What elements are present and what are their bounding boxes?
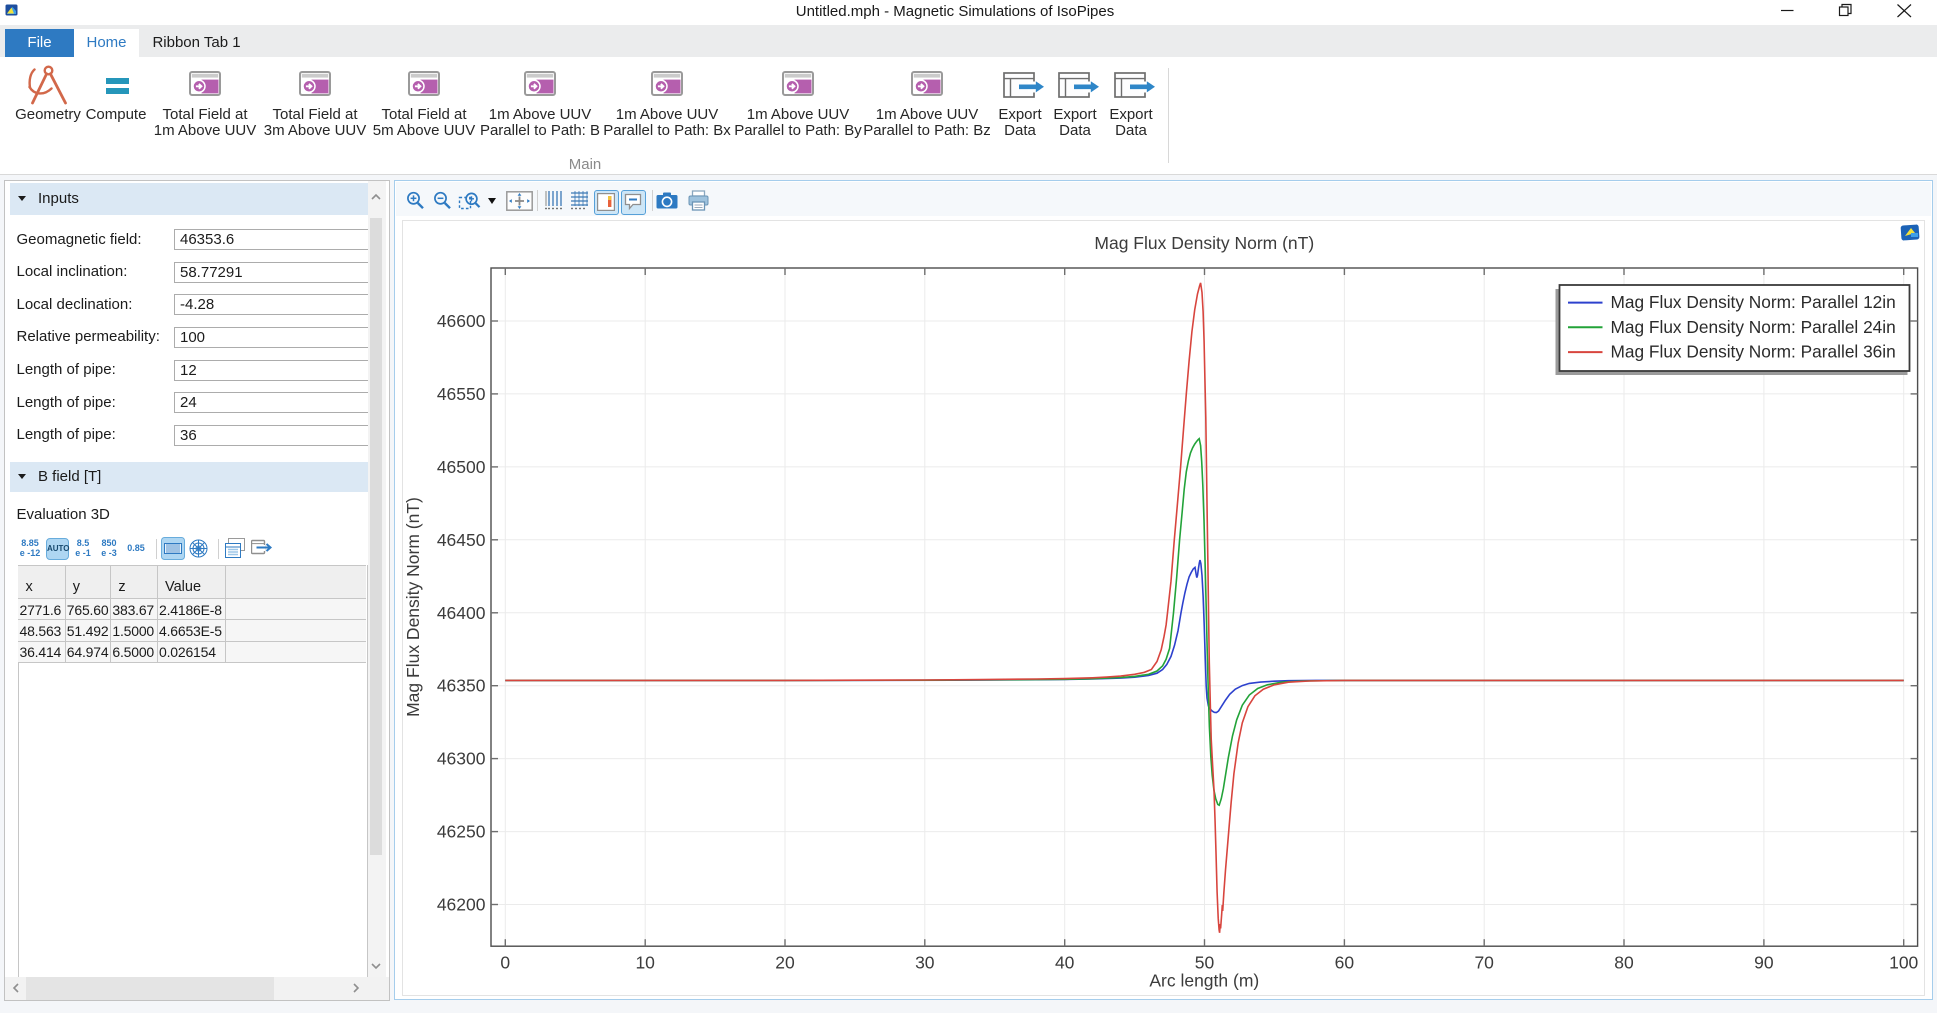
svg-text:46250: 46250 (437, 822, 486, 842)
svg-text:90: 90 (1754, 953, 1774, 973)
svg-text:Arc length (m): Arc length (m) (1149, 971, 1259, 991)
svg-text:46600: 46600 (437, 311, 486, 331)
svg-text:Mag Flux Density Norm: Paralle: Mag Flux Density Norm: Parallel 24in (1611, 317, 1896, 337)
svg-text:46450: 46450 (437, 530, 486, 550)
svg-text:46300: 46300 (437, 749, 486, 769)
svg-text:20: 20 (775, 953, 795, 973)
svg-text:0: 0 (500, 953, 510, 973)
svg-text:Mag Flux Density Norm: Paralle: Mag Flux Density Norm: Parallel 12in (1611, 292, 1896, 312)
svg-text:40: 40 (1055, 953, 1075, 973)
svg-text:50: 50 (1195, 953, 1215, 973)
svg-text:100: 100 (1889, 953, 1918, 973)
svg-text:Mag Flux Density Norm: Paralle: Mag Flux Density Norm: Parallel 36in (1611, 342, 1896, 362)
svg-text:46200: 46200 (437, 895, 486, 915)
svg-text:70: 70 (1474, 953, 1494, 973)
svg-text:10: 10 (635, 953, 655, 973)
svg-text:46400: 46400 (437, 603, 486, 623)
svg-text:46550: 46550 (437, 384, 486, 404)
svg-text:60: 60 (1335, 953, 1355, 973)
svg-text:30: 30 (915, 953, 935, 973)
svg-text:Mag Flux Density Norm (nT): Mag Flux Density Norm (nT) (403, 497, 423, 717)
svg-text:46350: 46350 (437, 676, 486, 696)
svg-text:Mag Flux Density Norm (nT): Mag Flux Density Norm (nT) (1094, 233, 1314, 253)
svg-text:80: 80 (1614, 953, 1634, 973)
svg-text:46500: 46500 (437, 457, 486, 477)
